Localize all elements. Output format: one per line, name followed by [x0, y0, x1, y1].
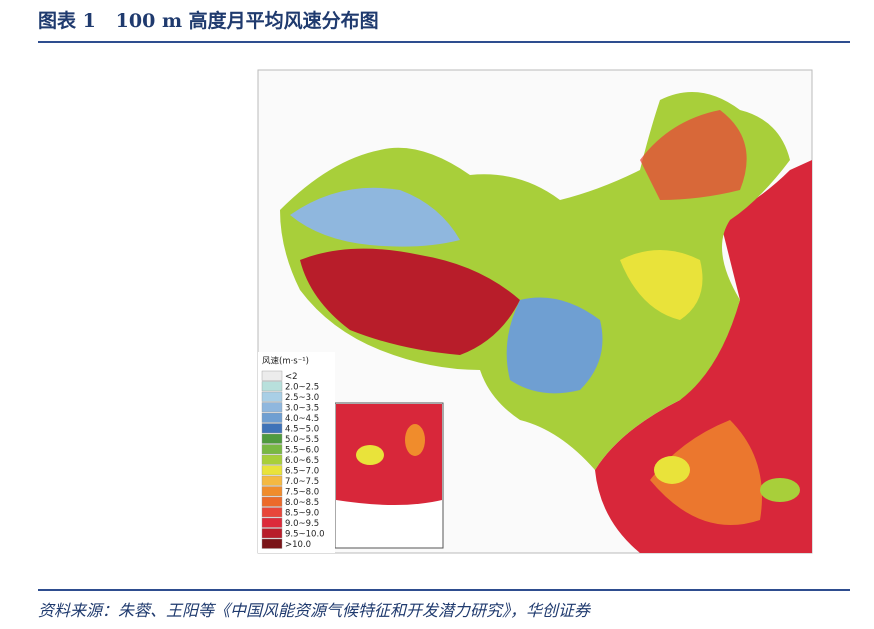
legend-label: 5.0~5.5 [285, 435, 319, 445]
legend-swatch [261, 475, 283, 486]
legend-swatch [261, 465, 283, 476]
divider [38, 589, 850, 591]
legend-swatch [261, 370, 283, 381]
legend-swatch [261, 433, 283, 444]
legend-label: 7.5~8.0 [285, 487, 319, 497]
legend-swatch [261, 517, 283, 528]
inset-sea [356, 445, 384, 465]
inset-sea [405, 424, 425, 456]
legend-label: 4.0~4.5 [285, 414, 319, 424]
source-note: 资料来源：朱蓉、王阳等《中国风能资源气候特征和开发潜力研究》，华创证券 [38, 601, 591, 620]
legend-swatch [261, 496, 283, 507]
land-mid-wind [620, 250, 703, 320]
land-high-wind [300, 248, 520, 355]
sea-wind-zone [650, 420, 762, 525]
legend-swatch [261, 391, 283, 402]
legend-swatch [261, 507, 283, 518]
legend-label: 2.5~3.0 [285, 393, 319, 403]
divider [38, 41, 850, 43]
legend-label: 6.5~7.0 [285, 466, 319, 476]
sea-wind-zone [595, 160, 812, 553]
legend-label: 9.0~9.5 [285, 519, 319, 529]
legend: <22.0~2.52.5~3.03.0~3.54.0~4.54.5~5.05.0… [261, 370, 325, 550]
legend-label: 8.0~8.5 [285, 498, 319, 508]
legend-swatch [261, 381, 283, 392]
legend-label: >10.0 [285, 540, 311, 550]
legend-title: 风速(m·s⁻¹) [262, 357, 309, 367]
legend-swatch [261, 444, 283, 455]
land-high-wind [640, 110, 747, 200]
legend-label: 7.0~7.5 [285, 477, 319, 487]
land-low-wind [506, 297, 603, 394]
inset-sea [336, 404, 442, 505]
sea-wind-zone [654, 456, 690, 484]
legend-swatch [261, 528, 283, 539]
legend-label: 4.5~5.0 [285, 424, 319, 434]
legend-label: 3.0~3.5 [285, 403, 319, 413]
legend-swatch [261, 486, 283, 497]
legend-label: <2 [285, 372, 298, 382]
legend-swatch [261, 538, 283, 549]
legend-label: 2.0~2.5 [285, 382, 319, 392]
legend-swatch [261, 423, 283, 434]
legend-label: 6.0~6.5 [285, 456, 319, 466]
legend-label: 8.5~9.0 [285, 508, 319, 518]
legend-label: 5.5~6.0 [285, 445, 319, 455]
land-low-wind [290, 187, 460, 247]
sea-wind-zone [760, 478, 800, 502]
legend-label: 9.5~10.0 [285, 529, 325, 539]
legend-swatch [261, 412, 283, 423]
figure-title: 图表 1 100 m 高度月平均风速分布图 [38, 10, 379, 32]
legend-swatch [261, 454, 283, 465]
legend-swatch [261, 402, 283, 413]
